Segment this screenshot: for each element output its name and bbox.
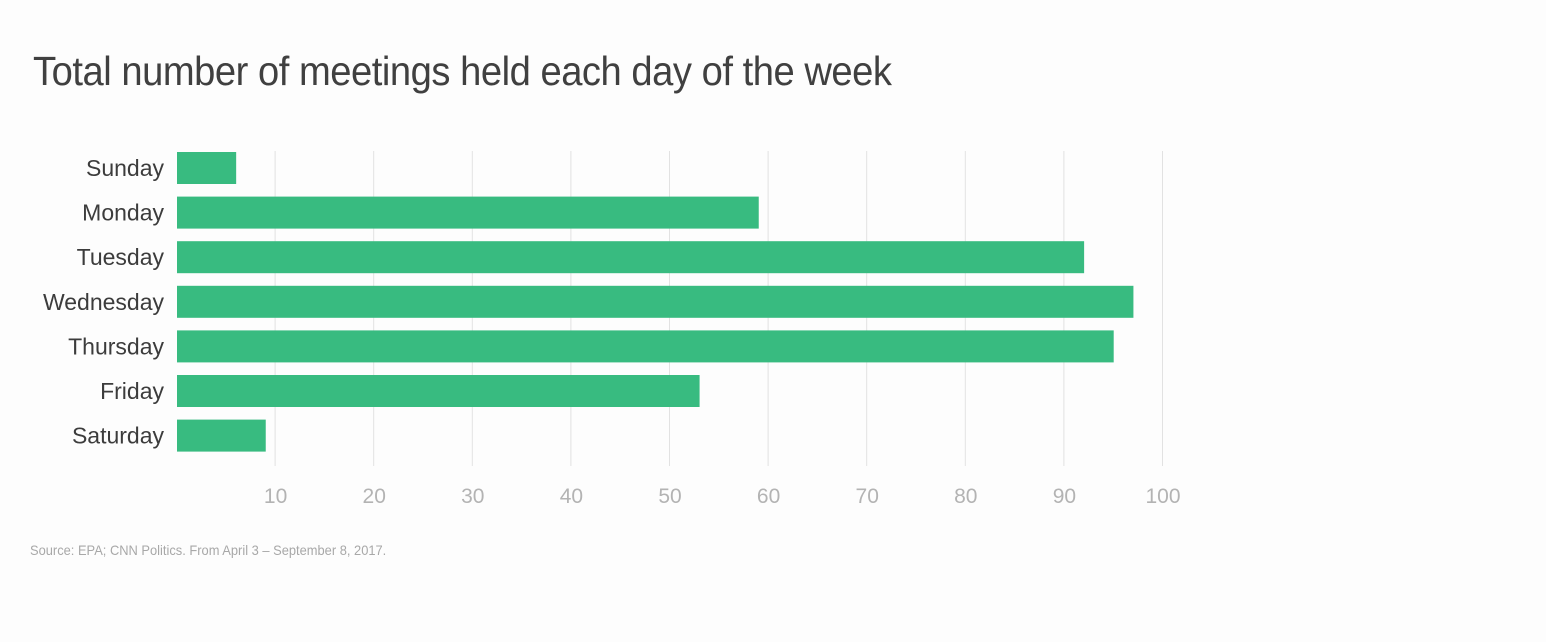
x-tick-label: 100 [1145, 485, 1180, 508]
chart-title: Total number of meetings held each day o… [33, 48, 892, 94]
bar-saturday [177, 419, 266, 452]
x-tick-label: 20 [363, 485, 386, 508]
bars [177, 152, 1134, 452]
category-label-thursday: Thursday [68, 333, 164, 359]
x-tick-label: 30 [461, 485, 484, 508]
category-label-saturday: Saturday [72, 423, 165, 449]
category-label-tuesday: Tuesday [77, 244, 165, 270]
bar-friday [177, 375, 700, 407]
x-tick-label: 90 [1053, 485, 1076, 508]
source-note: Source: EPA; CNN Politics. From April 3 … [30, 542, 387, 558]
x-tick-label: 50 [658, 485, 681, 508]
x-tick-label: 10 [264, 485, 287, 508]
bar-thursday [177, 330, 1114, 363]
x-axis-tick-labels: 10 20 30 40 50 60 70 80 90 100 [264, 485, 1181, 508]
category-label-friday: Friday [100, 378, 164, 404]
category-labels: Sunday Monday Tuesday Wednesday Thursday Frid… [43, 155, 165, 449]
bar-monday [177, 196, 759, 229]
bar-sunday [177, 152, 237, 184]
x-tick-label: 60 [757, 485, 780, 508]
x-tick-label: 70 [856, 485, 879, 508]
bar-tuesday [177, 241, 1085, 274]
x-tick-label: 40 [560, 485, 583, 508]
bar-wednesday [177, 285, 1134, 318]
category-label-wednesday: Wednesday [43, 289, 165, 315]
category-label-sunday: Sunday [86, 155, 165, 181]
x-tick-label: 80 [954, 485, 977, 508]
category-label-monday: Monday [82, 200, 164, 226]
